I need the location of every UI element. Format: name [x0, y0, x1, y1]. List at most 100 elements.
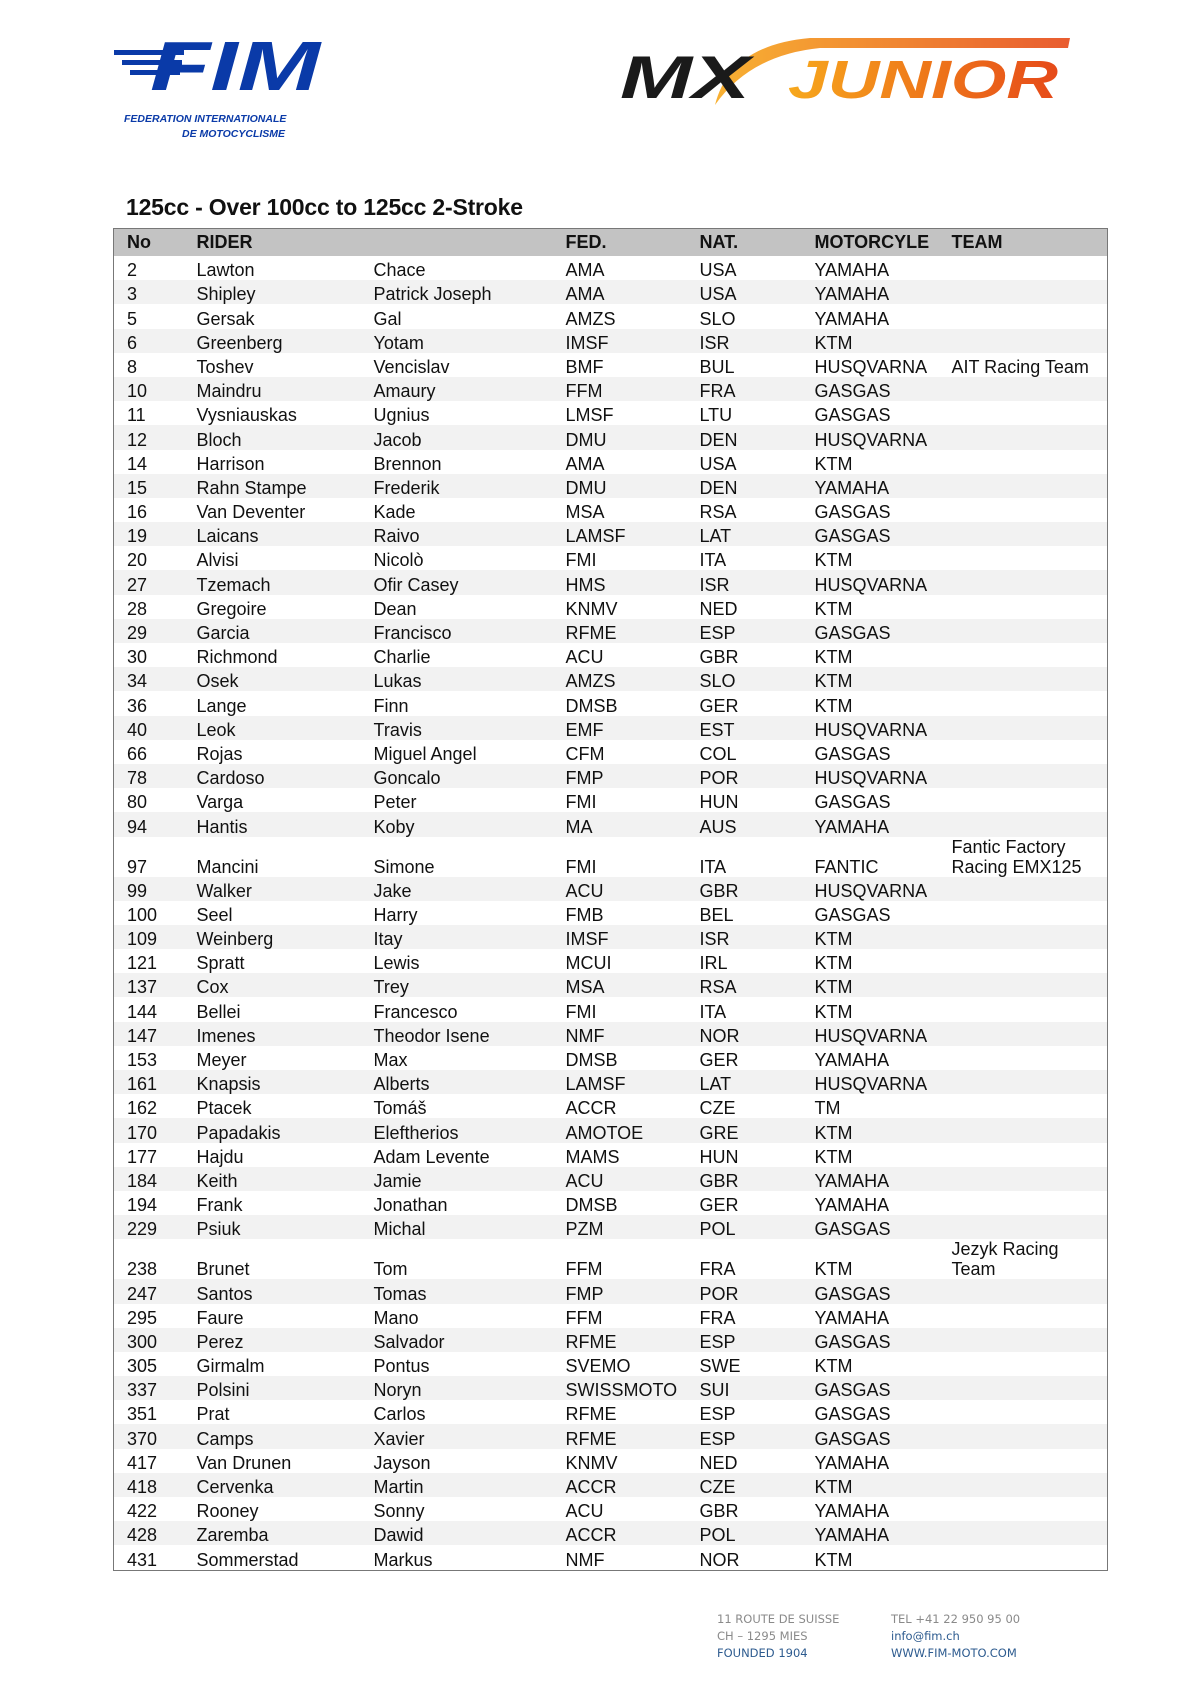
- cell-nat: DEN: [686, 425, 802, 450]
- cell-fed: HMS: [552, 570, 687, 595]
- cell-fed: FFM: [565, 1307, 603, 1328]
- footer-email-link[interactable]: info@fim.ch: [891, 1629, 960, 1643]
- table-row: 162 Ptacek Tomáš ACCR CZE TM: [114, 1094, 1108, 1118]
- cell-first-name: Harry: [373, 904, 418, 925]
- cell-fed: AMOTOE: [552, 1118, 687, 1143]
- cell-last-name: Gregoire: [196, 598, 267, 619]
- cell-team: [939, 304, 1108, 328]
- cell-no: 170: [113, 1118, 184, 1143]
- cell-no: 6: [113, 328, 184, 353]
- cell-nat: BEL: [699, 904, 734, 925]
- cell-last-name: Lawton: [196, 260, 255, 281]
- header-team: TEAM: [938, 228, 1108, 256]
- cell-motorcycle: GASGAS: [801, 522, 939, 547]
- table-row: 229 Psiuk Michal PZM POL GASGAS: [113, 1215, 1108, 1240]
- cell-team: [939, 1497, 1108, 1521]
- cell-nat: ISR: [686, 570, 802, 595]
- cell-nat: POR: [686, 1279, 802, 1304]
- cell-no: 2: [127, 260, 138, 281]
- cell-motorcycle: FANTIC: [814, 856, 879, 877]
- table-row: 109 Weinberg Itay IMSF ISR KTM: [113, 924, 1108, 950]
- page-title: 125cc - Over 100cc to 125cc 2-Stroke: [126, 194, 523, 220]
- cell-first-name: Lewis: [373, 953, 420, 974]
- cell-nat: RSA: [699, 502, 737, 523]
- cell-motorcycle: GASGAS: [814, 502, 891, 523]
- cell-first-name: Charlie: [373, 647, 431, 668]
- cell-no: 36: [127, 695, 148, 716]
- cell-team: Fantic Factory Racing EMX125: [951, 836, 1082, 877]
- cell-last-name: Bloch: [183, 425, 361, 450]
- cell-team: [939, 1046, 1108, 1070]
- cell-team: [939, 997, 1108, 1021]
- cell-fed: NMF: [552, 1021, 687, 1046]
- cell-no: 184: [113, 1166, 184, 1191]
- cell-fed: RFME: [552, 1424, 687, 1449]
- cell-last-name: Bellei: [196, 1001, 241, 1022]
- table-row: 337 Polsini Noryn SWISSMOTO SUI GASGAS: [113, 1376, 1108, 1401]
- cell-motorcycle: HUSQVARNA: [801, 876, 939, 901]
- cell-first-name: Travis: [360, 715, 553, 740]
- footer-website-link[interactable]: WWW.FIM-MOTO.COM: [891, 1646, 1017, 1660]
- cell-first-name: Pontus: [373, 1356, 430, 1377]
- cell-no: 161: [113, 1070, 184, 1095]
- cell-fed: RFME: [552, 618, 687, 643]
- cell-last-name: Meyer: [196, 1050, 247, 1070]
- cell-last-name: Keith: [183, 1166, 361, 1191]
- cell-no: 14: [127, 453, 148, 474]
- cell-first-name: Eleftherios: [360, 1118, 553, 1143]
- cell-no: 177: [127, 1146, 158, 1167]
- cell-no: 20: [127, 550, 148, 571]
- cell-no: 431: [127, 1549, 158, 1570]
- table-row: 238 Brunet Tom FFM FRA KTM Jezyk Racing Team: [114, 1239, 1108, 1279]
- cell-team: [938, 376, 1108, 402]
- cell-no: 34: [113, 667, 184, 692]
- cell-nat: HUN: [699, 1146, 739, 1167]
- cell-motorcycle: GASGAS: [814, 904, 891, 925]
- cell-no: 153: [127, 1050, 158, 1070]
- cell-fed: FFM: [565, 1259, 603, 1280]
- cell-nat: NOR: [699, 1549, 740, 1570]
- cell-last-name: Lange: [196, 695, 247, 716]
- cell-team: [939, 1545, 1108, 1570]
- cell-motorcycle: YAMAHA: [814, 1050, 890, 1070]
- junior-logo-text: JUNIOR: [788, 50, 1058, 110]
- cell-motorcycle: KTM: [801, 667, 939, 692]
- cell-nat: AUS: [686, 812, 802, 837]
- table-row: 14 Harrison Brennon AMA USA KTM: [114, 450, 1108, 474]
- cell-nat: NED: [699, 598, 738, 619]
- cell-motorcycle: KTM: [801, 924, 939, 950]
- table-row: 422 Rooney Sonny ACU GBR YAMAHA: [114, 1497, 1108, 1521]
- cell-last-name: Brunet: [196, 1259, 250, 1280]
- table-row: 153 Meyer Max DMSB GER YAMAHA: [114, 1046, 1108, 1070]
- cell-last-name: Osek: [183, 667, 361, 692]
- table-row: 177 Hajdu Adam Levente MAMS HUN KTM: [114, 1143, 1108, 1167]
- cell-motorcycle: GASGAS: [801, 1215, 939, 1240]
- cell-first-name: Brennon: [373, 453, 442, 474]
- cell-last-name: Garcia: [183, 618, 361, 643]
- cell-team: [939, 546, 1108, 570]
- cell-team: [938, 425, 1108, 450]
- cell-nat: GBR: [686, 876, 802, 901]
- cell-last-name: Gersak: [196, 308, 255, 329]
- cell-motorcycle: GASGAS: [801, 376, 939, 402]
- cell-motorcycle: YAMAHA: [801, 473, 939, 498]
- cell-fed: MAMS: [565, 1146, 620, 1167]
- cell-first-name: Nicolò: [373, 550, 424, 571]
- cell-fed: IMSF: [552, 328, 687, 353]
- cell-first-name: Simone: [373, 856, 435, 877]
- cell-nat: SLO: [699, 308, 736, 329]
- cell-fed: PZM: [552, 1215, 687, 1240]
- cell-team: [938, 328, 1108, 353]
- cell-team: [938, 1424, 1108, 1449]
- footer-founded: FOUNDED 1904: [717, 1646, 808, 1660]
- table-row: 8 Toshev Vencislav BMF BUL HUSQVARNA AIT Racin…: [114, 353, 1108, 377]
- table-row: 66 Rojas Miguel Angel CFM COL GASGAS: [114, 740, 1108, 764]
- cell-nat: GER: [699, 1195, 739, 1216]
- cell-no: 29: [113, 618, 184, 643]
- cell-team: Jezyk Racing Team: [951, 1239, 1059, 1280]
- cell-fed: MSA: [552, 973, 687, 998]
- cell-team: [938, 1327, 1108, 1352]
- cell-last-name: Cox: [183, 973, 361, 998]
- cell-motorcycle: GASGAS: [801, 618, 939, 643]
- cell-last-name: Perez: [183, 1327, 361, 1352]
